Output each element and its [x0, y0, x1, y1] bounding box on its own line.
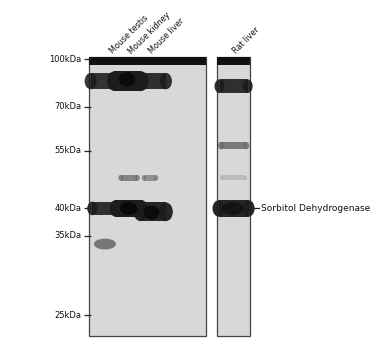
Ellipse shape — [159, 203, 173, 221]
Bar — [89, 57, 206, 336]
Ellipse shape — [94, 239, 116, 250]
Text: 100kDa: 100kDa — [49, 55, 81, 64]
Ellipse shape — [114, 76, 122, 86]
Ellipse shape — [134, 203, 147, 221]
Bar — [114, 71, 141, 91]
Text: 55kDa: 55kDa — [54, 146, 81, 155]
Text: Mouse liver: Mouse liver — [147, 17, 186, 56]
Bar — [89, 57, 206, 65]
Ellipse shape — [135, 200, 147, 217]
Ellipse shape — [243, 79, 253, 93]
Ellipse shape — [244, 175, 247, 180]
Ellipse shape — [118, 175, 123, 181]
Ellipse shape — [134, 71, 148, 91]
Ellipse shape — [222, 202, 244, 215]
Bar — [141, 203, 166, 221]
Text: 40kDa: 40kDa — [54, 204, 81, 213]
Bar — [116, 200, 141, 217]
Bar — [221, 142, 246, 149]
Ellipse shape — [135, 175, 140, 181]
Text: Mouse kidney: Mouse kidney — [127, 10, 172, 56]
Bar — [219, 79, 248, 93]
Ellipse shape — [120, 202, 137, 215]
Text: Sorbitol Dehydrogenase: Sorbitol Dehydrogenase — [261, 204, 370, 213]
Ellipse shape — [116, 73, 128, 89]
Text: 70kDa: 70kDa — [54, 102, 81, 111]
Bar — [92, 202, 124, 215]
Ellipse shape — [142, 175, 146, 181]
Ellipse shape — [154, 175, 158, 181]
Ellipse shape — [160, 73, 172, 89]
Ellipse shape — [85, 73, 97, 89]
Bar — [144, 175, 156, 181]
Ellipse shape — [218, 142, 223, 149]
Ellipse shape — [119, 202, 129, 215]
Ellipse shape — [244, 142, 249, 149]
Ellipse shape — [116, 76, 123, 86]
Ellipse shape — [243, 200, 255, 217]
Ellipse shape — [213, 200, 225, 217]
Bar — [142, 73, 166, 89]
Ellipse shape — [110, 200, 122, 217]
Ellipse shape — [144, 205, 159, 220]
Bar — [217, 57, 250, 336]
Ellipse shape — [87, 202, 98, 215]
Text: 25kDa: 25kDa — [54, 311, 81, 320]
Ellipse shape — [214, 79, 225, 93]
Ellipse shape — [136, 73, 148, 89]
Text: Mouse testis: Mouse testis — [108, 14, 150, 56]
Ellipse shape — [119, 72, 135, 86]
Text: 35kDa: 35kDa — [54, 231, 81, 240]
Bar — [121, 175, 137, 181]
Bar — [117, 76, 119, 86]
Text: Rat liver: Rat liver — [231, 26, 261, 56]
Bar — [219, 200, 249, 217]
Bar — [217, 57, 250, 65]
Bar — [222, 175, 246, 180]
Bar — [91, 73, 122, 89]
Ellipse shape — [220, 175, 224, 180]
Ellipse shape — [107, 71, 122, 91]
